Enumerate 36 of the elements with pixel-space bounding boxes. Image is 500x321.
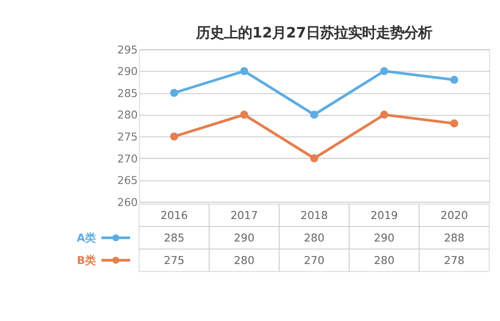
y-tick-label: 265 — [117, 174, 138, 188]
point — [380, 67, 388, 76]
legend-label: B类 — [76, 254, 96, 267]
data-label: 290 — [234, 231, 255, 244]
y-tick-label: 295 — [117, 43, 138, 56]
y-tick-label: 270 — [117, 152, 138, 166]
point — [310, 154, 318, 162]
data-label: 285 — [164, 231, 184, 244]
point — [240, 110, 248, 119]
data-label: 278 — [444, 254, 465, 267]
data-label: 280 — [234, 254, 255, 267]
x-tick-label: 2020 — [440, 208, 468, 222]
y-tick-label: 275 — [117, 130, 138, 144]
x-tick-label: 2016 — [160, 208, 188, 222]
point — [170, 132, 178, 141]
x-tick-label: 2017 — [230, 208, 258, 222]
point — [170, 88, 178, 97]
point — [310, 110, 318, 119]
chart-title: 历史上的12月27日苏拉实时走势分析 — [195, 24, 432, 42]
point — [450, 76, 458, 84]
legend-label: A类 — [76, 231, 96, 244]
data-label: 270 — [304, 254, 325, 267]
x-tick-label: 2018 — [300, 208, 328, 222]
data-label: 275 — [164, 254, 184, 267]
data-label: 290 — [374, 231, 395, 244]
point — [240, 67, 248, 76]
data-label: 288 — [444, 231, 465, 244]
data-label: 280 — [304, 231, 325, 244]
point — [450, 119, 458, 128]
y-tick-label: 285 — [117, 86, 138, 100]
data-label: 280 — [374, 254, 395, 267]
x-tick-label: 2019 — [370, 208, 398, 222]
y-tick-label: 280 — [117, 108, 138, 122]
point — [380, 110, 388, 119]
y-tick-label: 260 — [117, 196, 138, 209]
y-tick-label: 290 — [117, 65, 138, 78]
